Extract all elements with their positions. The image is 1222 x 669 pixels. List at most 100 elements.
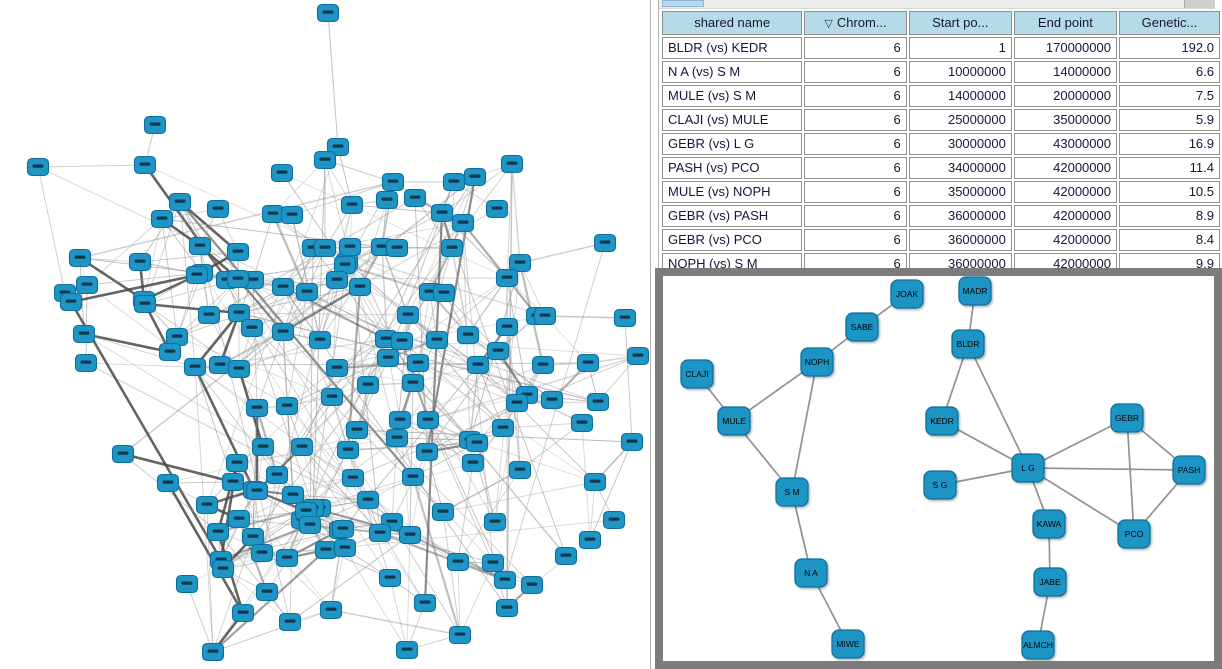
- network-node[interactable]: [570, 413, 594, 433]
- network-edge[interactable]: [451, 176, 476, 249]
- network-edge[interactable]: [544, 315, 626, 319]
- network-edge[interactable]: [502, 422, 583, 429]
- network-edge[interactable]: [139, 251, 239, 263]
- network-node[interactable]: [298, 515, 322, 535]
- network-node[interactable]: [483, 512, 507, 532]
- network-node[interactable]: [255, 582, 279, 602]
- network-node[interactable]: [398, 525, 422, 545]
- network-edge[interactable]: [344, 264, 387, 340]
- network-node[interactable]: [395, 640, 419, 660]
- network-node[interactable]: [325, 358, 349, 378]
- network-edge[interactable]: [86, 272, 203, 286]
- table-cell[interactable]: 36000000: [908, 205, 1012, 227]
- network-node-NA[interactable]: N A: [794, 558, 828, 588]
- network-node[interactable]: [320, 387, 344, 407]
- network-node[interactable]: [578, 530, 602, 550]
- network-node[interactable]: [331, 519, 355, 539]
- network-node[interactable]: [396, 305, 420, 325]
- network-edge[interactable]: [411, 476, 462, 636]
- table-cell[interactable]: 36000000: [908, 229, 1012, 251]
- network-node[interactable]: [413, 593, 437, 613]
- network-node[interactable]: [265, 465, 289, 485]
- table-cell[interactable]: 6.6: [1118, 61, 1220, 83]
- network-edge[interactable]: [139, 201, 181, 263]
- network-node[interactable]: [74, 353, 98, 373]
- network-node[interactable]: [245, 481, 269, 501]
- table-cell[interactable]: 6: [804, 181, 907, 203]
- network-node[interactable]: [308, 330, 332, 350]
- network-node[interactable]: [341, 468, 365, 488]
- detail-network-viewport[interactable]: JOAK MADR SABE BLDR NOPH CLAJI MULE KEDR GEBR L G…: [663, 276, 1214, 661]
- network-node[interactable]: [602, 510, 626, 530]
- network-node[interactable]: [554, 546, 578, 566]
- network-edge[interactable]: [457, 462, 474, 563]
- network-edge[interactable]: [351, 204, 443, 214]
- network-edge[interactable]: [186, 583, 214, 653]
- network-edge[interactable]: [427, 419, 494, 564]
- network-edge-PASH-LG[interactable]: [1027, 467, 1190, 471]
- network-edge[interactable]: [441, 212, 567, 557]
- network-node[interactable]: [245, 398, 269, 418]
- network-edge[interactable]: [407, 314, 518, 404]
- column-header-shared-name[interactable]: shared name: [662, 11, 803, 35]
- network-edge[interactable]: [319, 462, 474, 509]
- network-edge[interactable]: [469, 439, 496, 523]
- network-edge[interactable]: [324, 159, 394, 183]
- network-edge[interactable]: [417, 247, 453, 364]
- network-node[interactable]: [201, 642, 225, 662]
- network-node-SG[interactable]: S G: [923, 470, 957, 500]
- network-node[interactable]: [385, 428, 409, 448]
- network-edge[interactable]: [459, 562, 494, 636]
- table-cell[interactable]: 25000000: [908, 109, 1012, 131]
- network-node[interactable]: [211, 559, 235, 579]
- network-edge[interactable]: [193, 312, 241, 368]
- network-node[interactable]: [446, 552, 470, 572]
- network-edge[interactable]: [387, 357, 471, 441]
- network-node[interactable]: [481, 553, 505, 573]
- network-edge[interactable]: [330, 609, 461, 636]
- network-node[interactable]: [226, 269, 250, 289]
- network-edge[interactable]: [83, 333, 196, 368]
- network-edge[interactable]: [37, 166, 66, 294]
- network-node[interactable]: [231, 603, 255, 623]
- network-node[interactable]: [295, 282, 319, 302]
- network-node[interactable]: [133, 155, 157, 175]
- network-node[interactable]: [381, 172, 405, 192]
- network-edge[interactable]: [236, 437, 398, 464]
- network-node[interactable]: [500, 154, 524, 174]
- network-edge[interactable]: [441, 163, 513, 214]
- network-node-LG[interactable]: L G: [1011, 453, 1045, 483]
- network-edge-GEBR-PCO[interactable]: [1126, 417, 1135, 535]
- network-edge[interactable]: [504, 242, 606, 581]
- table-cell[interactable]: 14000000: [1013, 61, 1117, 83]
- network-node[interactable]: [583, 472, 607, 492]
- network-edge[interactable]: [85, 284, 88, 364]
- network-node[interactable]: [505, 393, 529, 413]
- network-edge[interactable]: [282, 286, 361, 333]
- network-node-KAWA[interactable]: KAWA: [1032, 509, 1066, 539]
- network-edge[interactable]: [144, 201, 181, 305]
- network-edge[interactable]: [251, 327, 314, 509]
- network-node[interactable]: [271, 277, 295, 297]
- network-edge[interactable]: [336, 314, 409, 369]
- network-node-CLAJI[interactable]: CLAJI: [680, 359, 714, 389]
- network-edge[interactable]: [494, 262, 521, 523]
- table-cell[interactable]: 35000000: [1013, 109, 1117, 131]
- table-cell[interactable]: 16.9: [1118, 133, 1220, 155]
- network-edge[interactable]: [347, 442, 478, 451]
- network-node[interactable]: [356, 375, 380, 395]
- network-edge[interactable]: [399, 364, 544, 421]
- network-node[interactable]: [376, 348, 400, 368]
- network-node[interactable]: [290, 437, 314, 457]
- network-node[interactable]: [485, 199, 509, 219]
- network-edge[interactable]: [516, 402, 521, 471]
- network-edge[interactable]: [511, 163, 521, 264]
- network-node[interactable]: [442, 172, 466, 192]
- network-node[interactable]: [313, 238, 337, 258]
- table-cell[interactable]: MULE (vs) NOPH: [662, 181, 803, 203]
- network-edge[interactable]: [469, 439, 596, 483]
- network-node[interactable]: [440, 238, 464, 258]
- filter-icon[interactable]: ▽: [824, 17, 833, 30]
- network-node[interactable]: [128, 252, 152, 272]
- network-node[interactable]: [493, 570, 517, 590]
